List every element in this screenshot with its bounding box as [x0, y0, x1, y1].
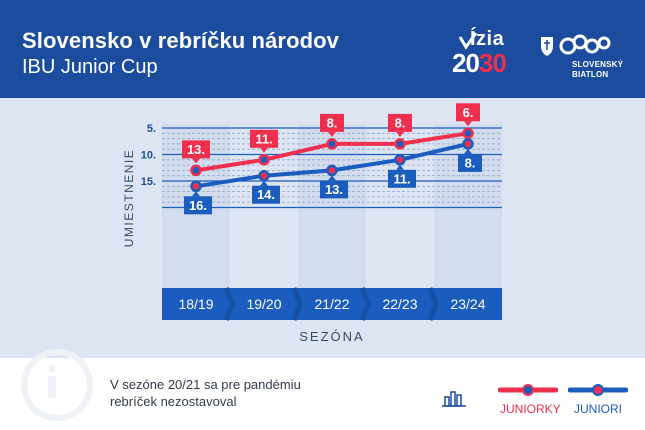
vizia-check-icon: [458, 32, 478, 50]
data-label-pointer: [192, 158, 200, 164]
data-point: [258, 154, 270, 166]
data-label-box: [458, 153, 482, 172]
footnote-line2: rebríček nezostavoval: [110, 394, 237, 409]
data-label-pointer: [260, 180, 268, 186]
data-label-box: [388, 113, 412, 132]
data-label: 6.: [463, 105, 474, 120]
vizia-logo-year: 2030: [452, 48, 507, 79]
data-label: 14.: [257, 187, 275, 202]
data-label-box: [388, 169, 416, 188]
bar-chart-icon: [442, 391, 466, 407]
legend-swatch-juniorky: [498, 384, 558, 396]
data-label-pointer: [396, 131, 404, 137]
data-label-box: [184, 196, 212, 215]
line-chart: 5. 10. 15. UMIESTNENIE 18/19 19/20 21/22 22/23 2…: [122, 103, 502, 344]
x-tick-label: 23/24: [450, 296, 485, 312]
data-label-box: [456, 103, 480, 122]
x-axis-separator: [427, 287, 439, 321]
data-label-box: [182, 140, 210, 159]
data-label-box: [252, 185, 280, 204]
data-label: 13.: [187, 142, 205, 157]
data-label-pointer: [328, 175, 336, 181]
chart-subtitle: IBU Junior Cup: [22, 56, 158, 78]
data-point: [394, 138, 406, 150]
data-label: 8.: [465, 155, 476, 170]
data-point: [462, 138, 474, 150]
data-point: [326, 138, 338, 150]
y-axis-title: UMIESTNENIE: [122, 149, 136, 248]
x-tick-label: 22/23: [382, 296, 417, 312]
x-tick-label: 21/22: [314, 296, 349, 312]
slovensky-biatlon-logo: SLOVENSKÝ BIATLON: [538, 34, 638, 84]
data-label: 8.: [327, 115, 338, 130]
x-axis-separator: [291, 287, 303, 321]
legend-swatch-juniori: [568, 384, 628, 396]
data-point: [394, 154, 406, 166]
x-axis-title: SEZÓNA: [299, 329, 364, 344]
data-label: 16.: [189, 198, 207, 213]
x-tick-label: 18/19: [178, 296, 213, 312]
x-tick-label: 19/20: [246, 296, 281, 312]
header: [0, 0, 645, 98]
legend-label-juniori: JUNIORI: [574, 402, 622, 416]
x-axis-separator: [223, 287, 235, 321]
footnote-line1: V sezóne 20/21 sa pre pandémiu: [110, 377, 301, 392]
data-label-pointer: [328, 131, 336, 137]
vizia-year-right: 30: [478, 48, 507, 78]
info-icon: [21, 349, 93, 421]
data-point: [326, 164, 338, 177]
y-tick-label: 10.: [141, 150, 156, 162]
data-label-pointer: [396, 164, 404, 170]
biatlon-logo-line1: SLOVENSKÝ: [572, 60, 624, 69]
data-label: 8.: [395, 115, 406, 130]
data-point: [462, 127, 474, 140]
data-point: [258, 169, 270, 182]
data-label: 13.: [325, 182, 343, 197]
y-tick-label: 5.: [147, 123, 156, 135]
data-point: [190, 180, 202, 193]
data-label-pointer: [464, 121, 472, 127]
x-axis-band: [162, 288, 502, 320]
data-point: [190, 164, 202, 177]
y-tick-label: 15.: [141, 176, 156, 188]
vizia-logo-text: Ízia: [470, 28, 505, 50]
biatlon-logo-line2: BIATLON: [572, 70, 609, 79]
footnote: V sezóne 20/21 sa pre pandémiu rebríček …: [110, 376, 301, 410]
biatlon-emblem-icon: [541, 34, 611, 56]
x-axis-separator: [359, 287, 371, 321]
data-label-box: [320, 113, 344, 132]
data-label-box: [250, 129, 278, 148]
data-label: 11.: [255, 131, 272, 146]
data-label-box: [320, 180, 348, 199]
vizia-2030-logo: Ízia 2030: [452, 28, 530, 78]
data-label-pointer: [464, 148, 472, 154]
chart-title: Slovensko v rebríčku národov: [22, 28, 340, 53]
vizia-year-left: 20: [452, 48, 480, 78]
legend-label-juniorky: JUNIORKY: [500, 402, 561, 416]
data-label: 11.: [393, 171, 410, 186]
data-label-pointer: [260, 147, 268, 153]
footer: [0, 358, 645, 430]
data-label-pointer: [192, 191, 200, 197]
